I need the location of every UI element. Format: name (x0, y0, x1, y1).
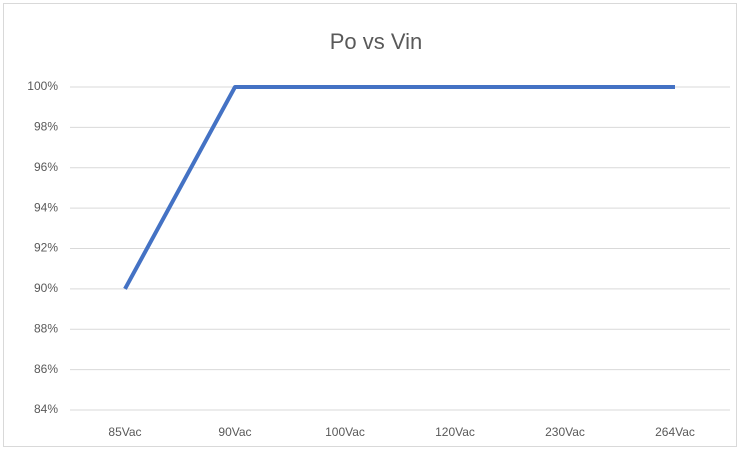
y-tick-label: 98% (34, 120, 58, 134)
x-tick-label: 230Vac (545, 425, 585, 439)
y-tick-label: 88% (34, 321, 58, 335)
chart-title: Po vs Vin (330, 29, 423, 54)
y-tick-label: 94% (34, 200, 58, 214)
y-tick-label: 96% (34, 160, 58, 174)
y-tick-label: 84% (34, 402, 58, 416)
y-tick-label: 100% (27, 79, 58, 93)
y-tick-label: 90% (34, 281, 58, 295)
x-tick-label: 90Vac (218, 425, 251, 439)
chart-border (3, 3, 737, 447)
x-tick-label: 264Vac (655, 425, 695, 439)
y-tick-label: 86% (34, 362, 58, 376)
x-tick-label: 120Vac (435, 425, 475, 439)
x-tick-label: 85Vac (108, 425, 141, 439)
x-tick-label: 100Vac (325, 425, 365, 439)
y-tick-label: 92% (34, 241, 58, 255)
data-line (123, 85, 675, 290)
